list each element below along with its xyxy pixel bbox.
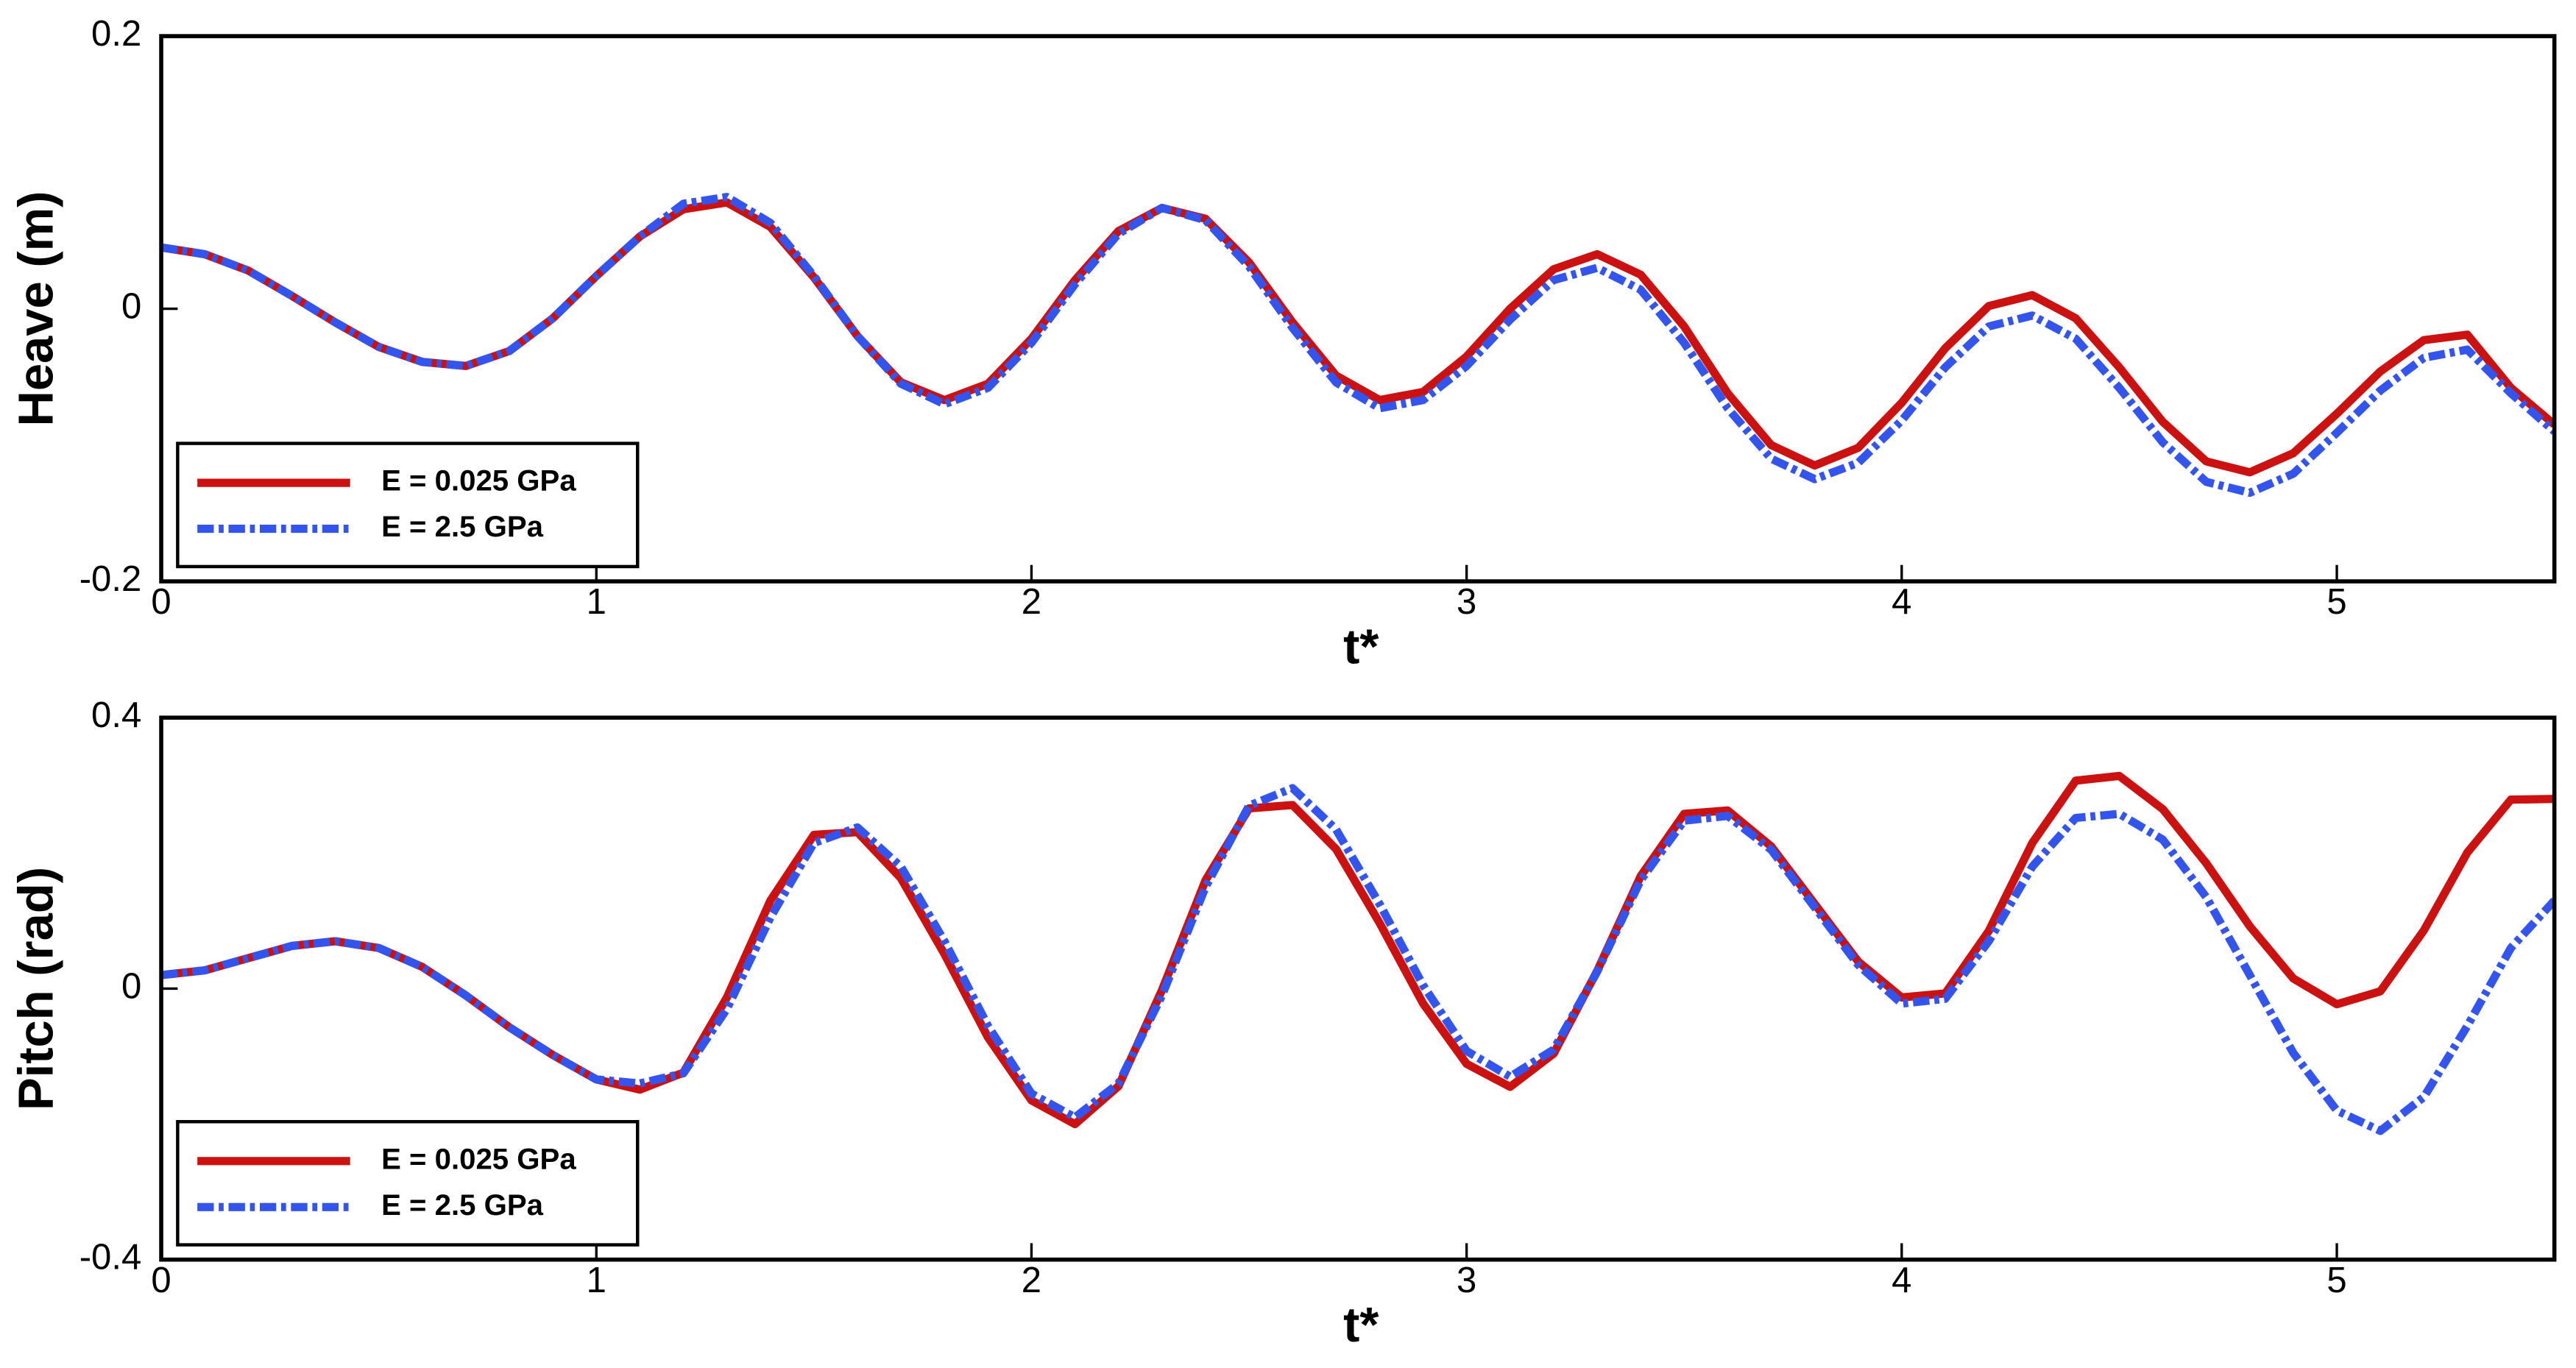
x-tick-label: 1: [587, 582, 606, 622]
legend-box: [176, 442, 640, 569]
legend-label: E = 0.025 GPa: [381, 464, 576, 497]
x-tick-label: 0: [151, 582, 171, 622]
y-axis-title: Heave (m): [9, 191, 64, 427]
y-tick-label: 0: [121, 966, 141, 1006]
y-axis-title: Pitch (rad): [9, 867, 64, 1110]
series-line: [161, 771, 2555, 1129]
legend-label: E = 0.025 GPa: [381, 1142, 576, 1175]
chart-panel: -0.200.20 1 2 3 4 5t*Heave (m)E = 0.025 GPaE …: [9, 14, 2557, 674]
x-tick-label: 5: [2326, 1261, 2346, 1300]
x-tick-label: 5: [2326, 582, 2346, 622]
x-tick-label: 0: [151, 1261, 171, 1300]
x-tick-label: 4: [1892, 582, 1911, 622]
legend-label: E = 2.5 GPa: [381, 510, 544, 543]
legend-box: [176, 1120, 640, 1247]
series-line: [161, 198, 2555, 477]
x-tick-label: 2: [1022, 582, 1041, 622]
plot-frame: [159, 34, 2557, 584]
y-tick-label: 0.4: [91, 695, 141, 735]
y-tick-label: -0.4: [79, 1238, 142, 1277]
chart-panel: -0.400.40 1 2 3 4 5t*Pitch (rad)E = 0.025 GPa…: [9, 695, 2557, 1353]
y-tick-label: 0: [121, 287, 141, 327]
y-tick-label: 0.2: [91, 14, 141, 54]
x-tick-label: 1: [587, 1261, 606, 1300]
x-axis-title: t*: [1343, 1297, 1379, 1353]
plot-frame: [159, 715, 2557, 1262]
series-line: [161, 193, 2555, 497]
legend-label: E = 2.5 GPa: [381, 1188, 544, 1222]
x-tick-label: 2: [1022, 1261, 1041, 1300]
x-tick-label: 3: [1457, 582, 1476, 622]
x-axis-title: t*: [1343, 619, 1379, 674]
y-tick-label: -0.2: [79, 559, 142, 599]
x-tick-label: 4: [1892, 1261, 1911, 1300]
x-tick-label: 3: [1457, 1261, 1476, 1300]
series-line: [161, 784, 2555, 1135]
